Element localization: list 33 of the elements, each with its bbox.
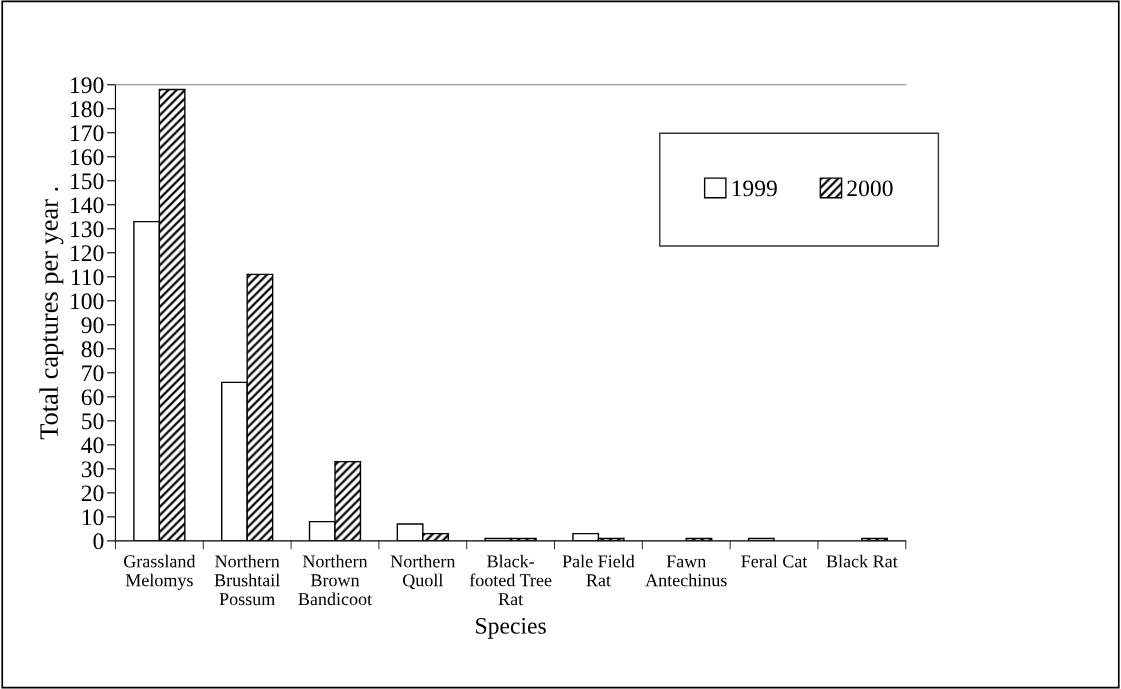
y-tick-label: 30: [81, 461, 104, 478]
x-tick-label: Black-footed Tree Rat: [469, 554, 552, 606]
y-tick-label: 180: [71, 101, 104, 118]
y-axis-title: Total captures per year .: [39, 187, 64, 440]
x-tick-label: Northern Quoll: [390, 554, 456, 590]
y-tick-label: 150: [71, 173, 104, 190]
x-tick-label: Grassland Melomys: [124, 554, 196, 591]
y-tick-label: 90: [81, 317, 104, 334]
x-tick-label: Northern Brushtail Possum: [214, 554, 280, 606]
y-tick-label: 20: [81, 485, 104, 502]
x-tick-label: Feral Cat: [741, 554, 808, 568]
y-tick-label: 60: [81, 389, 104, 406]
y-tick-label: 190: [71, 77, 104, 94]
y-tick-label: 130: [71, 221, 104, 238]
y-tick-label: 40: [81, 437, 104, 454]
y-tick-label: 50: [82, 413, 104, 430]
x-tick-label: Fawn Antechinus: [645, 555, 727, 587]
y-tick-label: 80: [81, 341, 104, 358]
x-tick-label: Black Rat: [826, 554, 898, 568]
x-tick-label: Pale Field Rat: [562, 554, 635, 587]
y-tick-label: 110: [71, 269, 104, 286]
y-tick-label: 10: [82, 509, 104, 526]
legend-label: 2000: [847, 180, 893, 197]
x-tick-label: Northern Brown Bandicoot: [298, 554, 372, 606]
y-tick-label: 120: [71, 245, 104, 262]
legend-label: 1999: [732, 180, 777, 197]
y-tick-label: 100: [71, 293, 104, 310]
y-tick-label: 160: [71, 149, 104, 166]
x-axis-title: Species: [476, 617, 546, 639]
y-tick-label: 170: [71, 125, 104, 142]
y-tick-label: 140: [71, 197, 104, 214]
y-tick-label: 70: [82, 365, 104, 382]
y-tick-label: 0: [93, 533, 104, 550]
